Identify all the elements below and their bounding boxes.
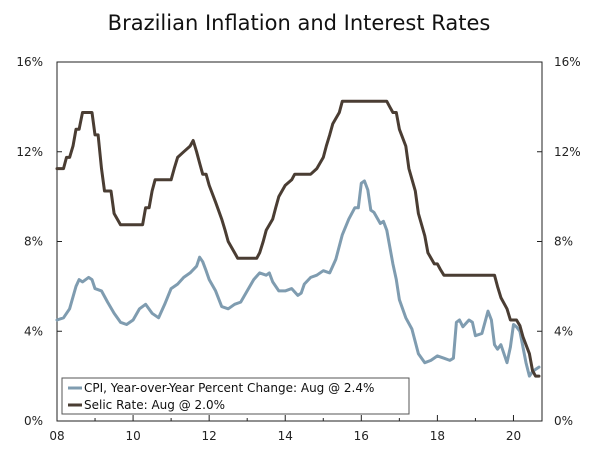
y-tick-label-left: 4%: [24, 324, 43, 338]
y-tick-label-left: 0%: [24, 414, 43, 428]
x-tick-label: 14: [278, 429, 293, 443]
legend-label-selic: Selic Rate: Aug @ 2.0%: [84, 398, 225, 412]
y-tick-label-right: 0%: [554, 414, 573, 428]
y-tick-label-right: 8%: [554, 235, 573, 249]
plot-area: [56, 61, 543, 422]
y-tick-label-right: 4%: [554, 324, 573, 338]
series-line-selic: [55, 99, 541, 378]
x-tick-label: 16: [354, 429, 369, 443]
x-tick-label: 18: [430, 429, 445, 443]
x-tick-label: 08: [49, 429, 64, 443]
x-tick-label: 12: [202, 429, 217, 443]
y-tick-label-left: 12%: [16, 145, 43, 159]
series-layer: [55, 99, 541, 378]
legend-label-cpi: CPI, Year-over-Year Percent Change: Aug …: [84, 381, 374, 395]
legend-box: [61, 377, 410, 415]
legend: CPI, Year-over-Year Percent Change: Aug …: [61, 377, 410, 415]
x-tick-label: 20: [506, 429, 521, 443]
y-tick-label-right: 12%: [554, 145, 581, 159]
y-tick-label-right: 16%: [554, 55, 581, 69]
chart-title: Brazilian Inflation and Interest Rates: [108, 11, 491, 35]
axes: 0% 0% 4% 4% 8% 8% 12% 12% 16% 16% 08 10 12 14 16 18 20: [16, 55, 580, 443]
y-tick-label-left: 8%: [24, 235, 43, 249]
y-tick-label-left: 16%: [16, 55, 43, 69]
series-line-cpi: [55, 179, 541, 378]
x-tick-label: 10: [125, 429, 140, 443]
